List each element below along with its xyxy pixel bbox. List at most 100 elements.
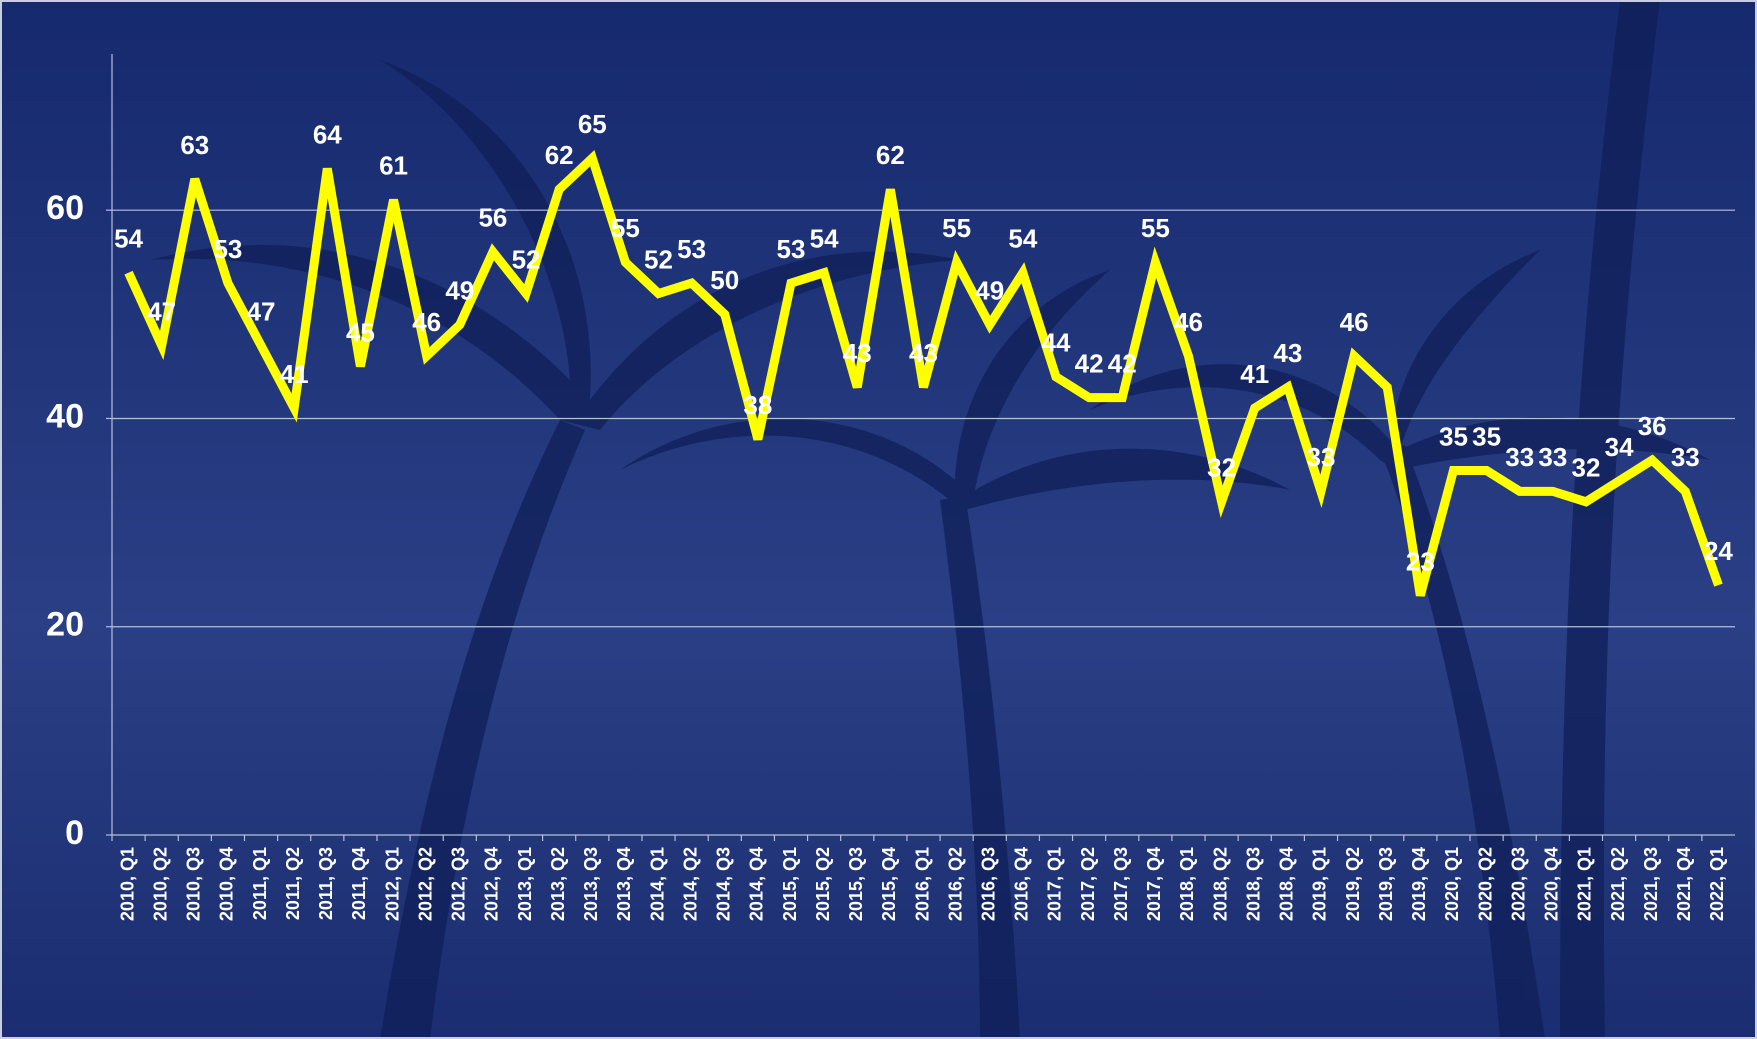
x-tick-label: 2021, Q2	[1608, 847, 1628, 921]
x-tick-label: 2016, Q1	[912, 847, 932, 921]
x-tick-label: 2010, Q3	[184, 847, 204, 921]
data-label: 33	[1538, 442, 1567, 472]
x-tick-label: 2021, Q3	[1641, 847, 1661, 921]
data-label: 46	[1174, 307, 1203, 337]
x-tick-label: 2022, Q1	[1707, 847, 1727, 921]
data-label: 33	[1505, 442, 1534, 472]
x-tick-label: 2013, Q1	[515, 847, 535, 921]
x-tick-label: 2012, Q4	[482, 847, 502, 921]
x-tick-label: 2020, Q1	[1442, 847, 1462, 921]
data-label: 42	[1108, 349, 1137, 379]
x-tick-label: 2012, Q3	[449, 847, 469, 921]
data-label: 50	[710, 265, 739, 295]
x-tick-label: 2018, Q3	[1243, 847, 1263, 921]
data-label: 53	[213, 234, 242, 264]
x-tick-label: 2015, Q4	[879, 847, 899, 921]
x-tick-label: 2020, Q2	[1475, 847, 1495, 921]
chart: 0 20 40 60 2010, Q1 2010, Q2 2010, Q3 2010, Q4 2…	[0, 0, 1757, 1039]
data-label: 62	[545, 140, 574, 170]
data-label: 35	[1439, 421, 1468, 451]
x-tick-label: 2014, Q2	[680, 847, 700, 921]
x-tick-label: 2019, Q4	[1409, 847, 1429, 921]
data-label: 54	[1008, 224, 1037, 254]
page: 0 20 40 60 2010, Q1 2010, Q2 2010, Q3 2010, Q4 2…	[0, 0, 1757, 1039]
data-label: 45	[346, 317, 375, 347]
x-tick-label: 2012, Q1	[382, 847, 402, 921]
x-tick-label: 2020, Q4	[1542, 847, 1562, 921]
data-label: 65	[578, 109, 607, 139]
data-label: 23	[1406, 546, 1435, 576]
data-label: 53	[677, 234, 706, 264]
data-label: 33	[1671, 442, 1700, 472]
x-tick-label: 2014, Q4	[747, 847, 767, 921]
x-tick-label: 2019, Q2	[1343, 847, 1363, 921]
data-label: 32	[1571, 453, 1600, 483]
x-tick-label: 2017, Q4	[1144, 847, 1164, 921]
data-label: 53	[777, 234, 806, 264]
x-tick-label: 2021, Q4	[1674, 847, 1694, 921]
data-label: 41	[280, 359, 309, 389]
y-tick-label: 40	[46, 397, 84, 435]
x-tick-label: 2011, Q3	[316, 847, 336, 920]
data-label: 43	[909, 338, 938, 368]
data-label: 63	[180, 130, 209, 160]
x-tick-label: 2017, Q3	[1111, 847, 1131, 921]
y-tick-label: 0	[65, 814, 84, 852]
data-label: 36	[1638, 411, 1667, 441]
x-tick-label: 2014, Q3	[714, 847, 734, 921]
x-tick-label: 2013, Q3	[581, 847, 601, 921]
data-label: 38	[743, 390, 772, 420]
x-tick-label: 2012, Q2	[415, 847, 435, 921]
data-label: 46	[412, 307, 441, 337]
data-label: 47	[147, 296, 176, 326]
data-label: 54	[810, 224, 839, 254]
x-tick-label: 2010, Q1	[117, 847, 137, 921]
data-label: 54	[114, 224, 143, 254]
x-tick-label: 2019, Q1	[1310, 847, 1330, 921]
data-label: 44	[1042, 328, 1071, 358]
data-label: 24	[1704, 536, 1733, 566]
x-tick-label: 2016, Q4	[1012, 847, 1032, 921]
data-label: 34	[1605, 432, 1634, 462]
x-tick-label: 2013, Q4	[614, 847, 634, 921]
x-tick-label: 2018, Q2	[1210, 847, 1230, 921]
x-tick-label: 2018, Q4	[1277, 847, 1297, 921]
data-label: 33	[1307, 442, 1336, 472]
data-label: 52	[644, 244, 673, 274]
data-label: 49	[975, 276, 1004, 306]
data-label: 46	[1340, 307, 1369, 337]
x-tick-label: 2017, Q2	[1078, 847, 1098, 921]
data-label: 41	[1240, 359, 1269, 389]
x-tick-label: 2016, Q3	[978, 847, 998, 921]
data-label: 49	[445, 276, 474, 306]
data-label: 62	[876, 140, 905, 170]
data-label: 43	[843, 338, 872, 368]
data-label: 55	[942, 213, 971, 243]
data-label: 47	[247, 296, 276, 326]
x-tick-label: 2011, Q2	[283, 847, 303, 920]
x-tick-label: 2014, Q1	[647, 847, 667, 921]
data-label: 56	[478, 203, 507, 233]
x-tick-label: 2019, Q3	[1376, 847, 1396, 921]
data-label: 61	[379, 151, 408, 181]
x-tick-label: 2017, Q1	[1045, 847, 1065, 921]
x-tick-label: 2016, Q2	[945, 847, 965, 921]
x-tick-label: 2021, Q1	[1575, 847, 1595, 921]
x-tick-label: 2015, Q2	[813, 847, 833, 921]
x-tick-label: 2020, Q3	[1508, 847, 1528, 921]
data-label: 42	[1075, 349, 1104, 379]
x-tick-label: 2011, Q4	[349, 847, 369, 920]
x-tick-label: 2010, Q4	[217, 847, 237, 921]
data-label: 55	[611, 213, 640, 243]
x-tick-label: 2015, Q3	[846, 847, 866, 921]
data-label: 55	[1141, 213, 1170, 243]
x-tick-label: 2018, Q1	[1177, 847, 1197, 921]
data-label: 64	[313, 119, 342, 149]
x-tick-label: 2011, Q1	[250, 847, 270, 920]
data-label: 52	[512, 244, 541, 274]
y-tick-label: 60	[46, 189, 84, 227]
y-tick-label: 20	[46, 606, 84, 644]
data-label: 32	[1207, 453, 1236, 483]
x-tick-label: 2015, Q1	[780, 847, 800, 921]
x-tick-label: 2010, Q2	[150, 847, 170, 921]
